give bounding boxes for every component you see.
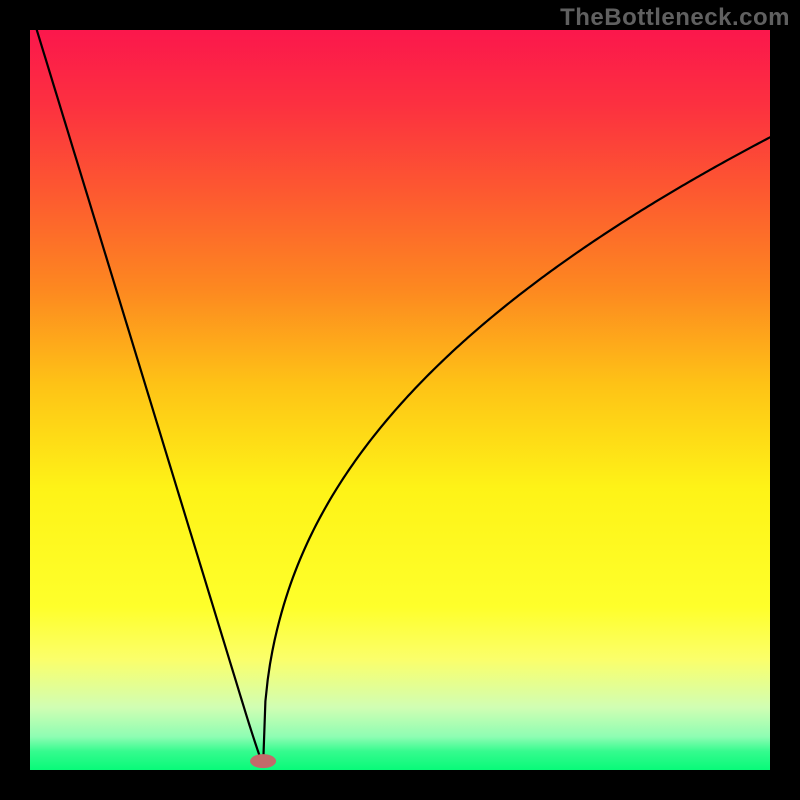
chart-container: TheBottleneck.com bbox=[0, 0, 800, 800]
watermark-text: TheBottleneck.com bbox=[560, 4, 790, 32]
optimal-point-marker bbox=[250, 754, 276, 768]
bottleneck-chart bbox=[0, 0, 800, 800]
plot-background-gradient bbox=[30, 30, 770, 770]
